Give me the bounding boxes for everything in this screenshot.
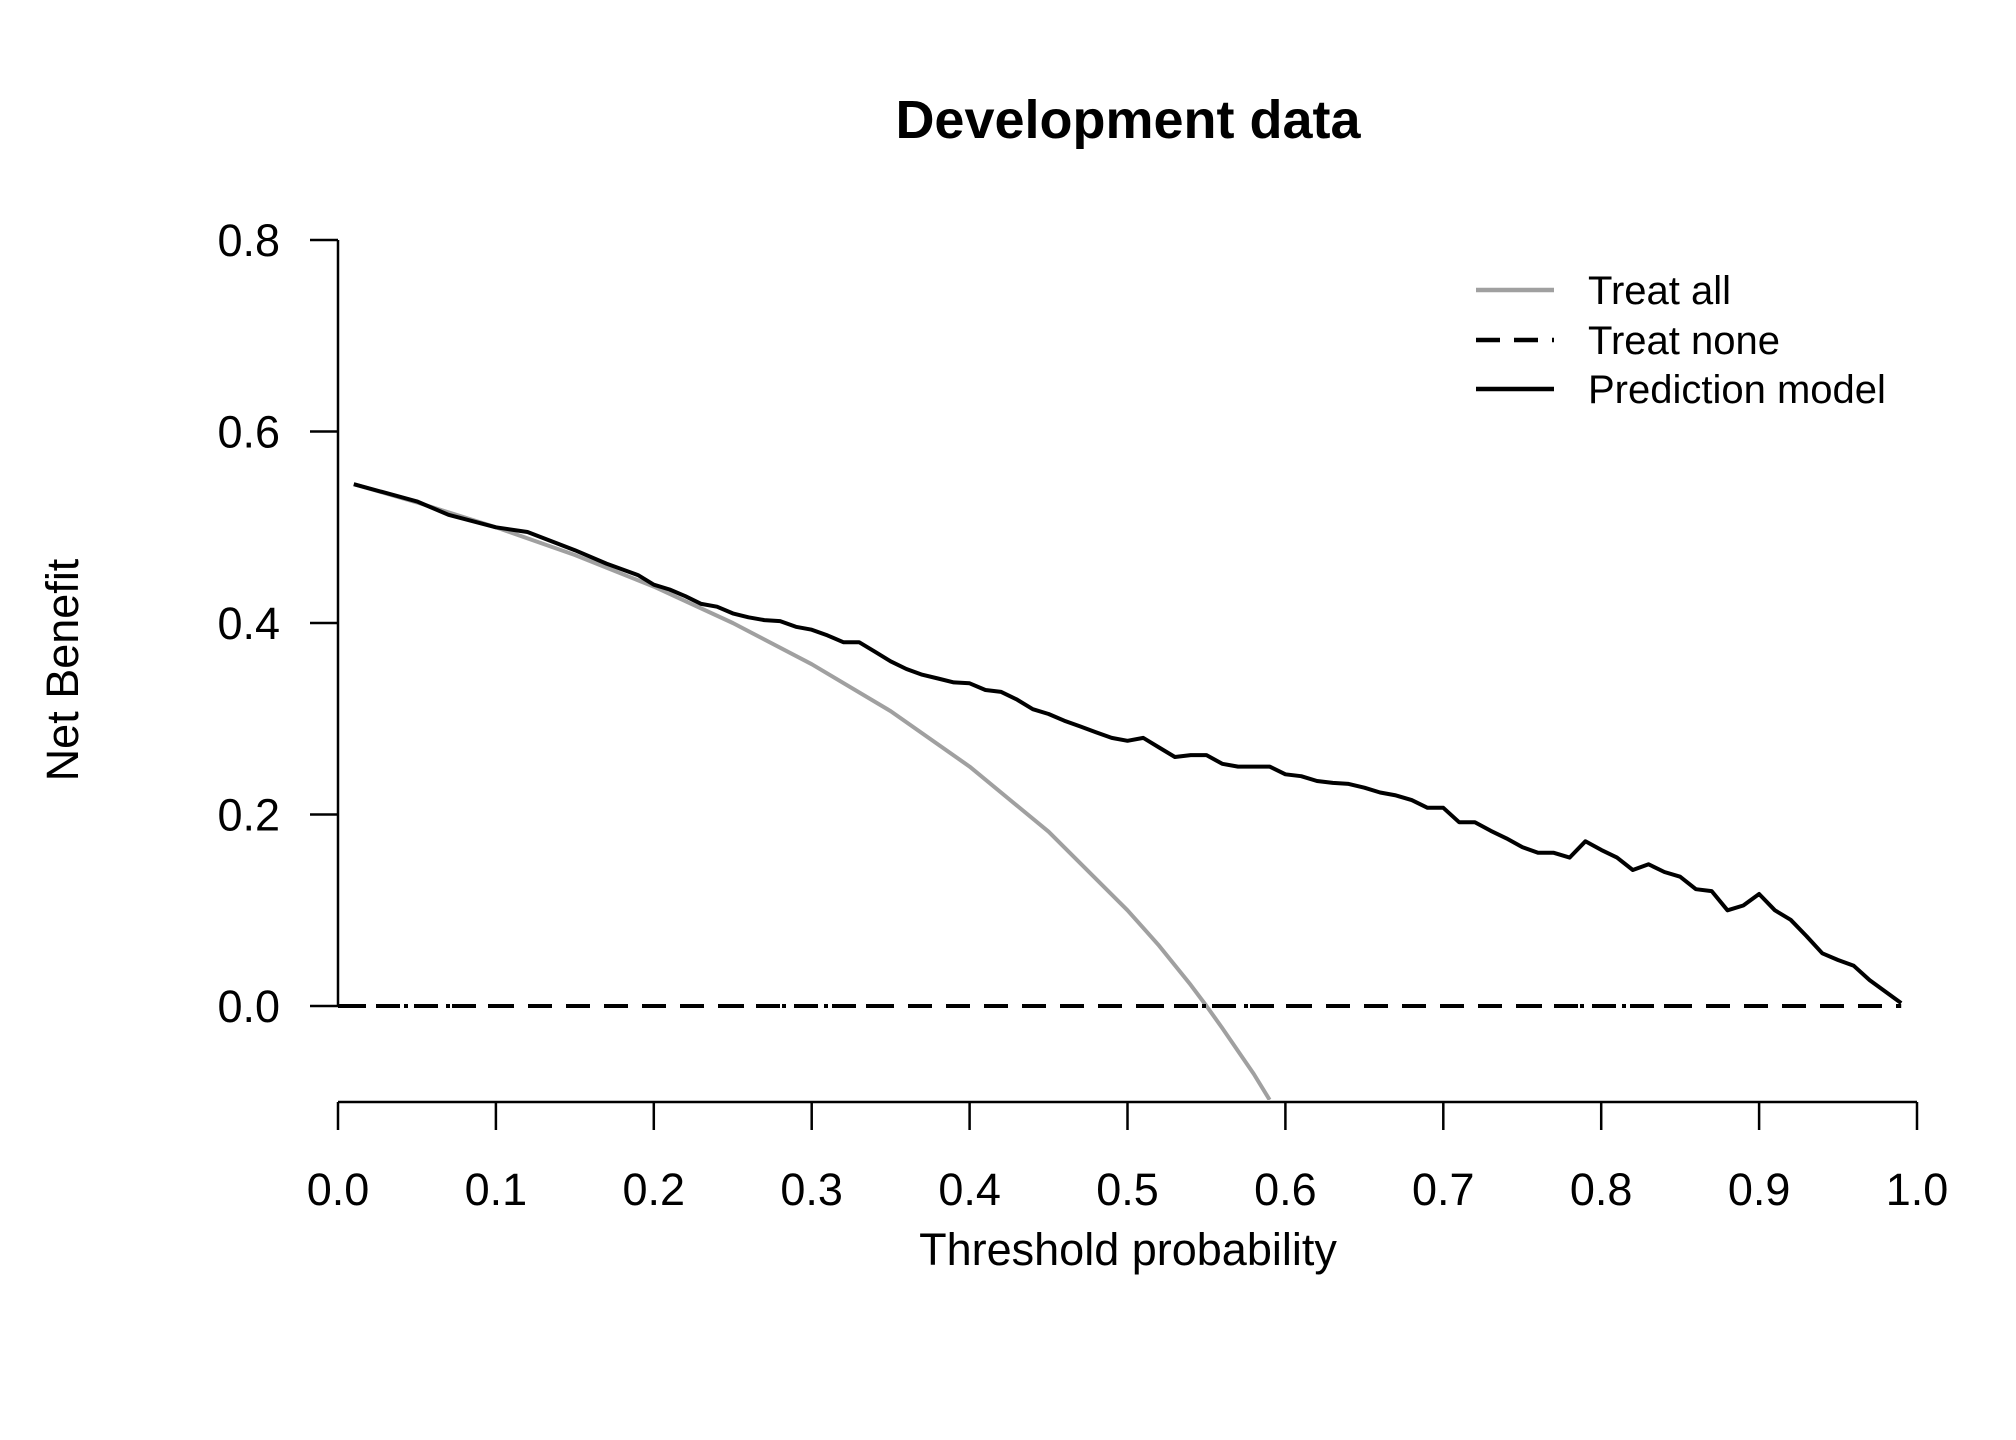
legend-label-prediction-model: Prediction model (1588, 368, 1886, 412)
x-tick-label-9: 0.9 (1728, 1164, 1791, 1215)
x-tick-label-5: 0.5 (1096, 1164, 1159, 1215)
x-tick-label-2: 0.2 (623, 1164, 686, 1215)
y-tick-label-2: 0.4 (217, 598, 280, 649)
x-axis: 0.0 0.1 0.2 0.3 0.4 0.5 0.6 0.7 0.8 0.9 1.0 (307, 1100, 1949, 1215)
x-tick-label-4: 0.4 (938, 1164, 1001, 1215)
y-tick-label-3: 0.6 (217, 407, 280, 458)
chart-title: Development data (895, 90, 1361, 150)
legend: Treat all Treat none Prediction model (1476, 269, 1886, 412)
x-tick-label-1: 0.1 (465, 1164, 528, 1215)
series-treat-all (353, 482, 1272, 1100)
series-prediction-model (353, 482, 1903, 1005)
legend-label-treat-all: Treat all (1588, 269, 1731, 313)
x-tick-label-0: 0.0 (307, 1164, 370, 1215)
y-tick-label-0: 0.0 (217, 981, 280, 1032)
y-axis-label: Net Benefit (37, 558, 88, 781)
x-tick-label-7: 0.7 (1412, 1164, 1475, 1215)
x-tick-label-6: 0.6 (1254, 1164, 1317, 1215)
legend-label-treat-none: Treat none (1588, 319, 1780, 363)
x-axis-label: Threshold probability (919, 1224, 1337, 1275)
y-tick-label-1: 0.2 (217, 790, 280, 841)
y-ticks: 0.0 0.2 0.4 0.6 0.8 (217, 215, 338, 1032)
y-axis: 0.0 0.2 0.4 0.6 0.8 (217, 215, 340, 1032)
x-tick-label-8: 0.8 (1570, 1164, 1633, 1215)
series-layer (338, 482, 1903, 1100)
x-tick-label-3: 0.3 (780, 1164, 843, 1215)
x-ticks: 0.0 0.1 0.2 0.3 0.4 0.5 0.6 0.7 0.8 0.9 1.0 (307, 1102, 1949, 1215)
x-tick-label-10: 1.0 (1886, 1164, 1949, 1215)
y-tick-label-4: 0.8 (217, 215, 280, 266)
